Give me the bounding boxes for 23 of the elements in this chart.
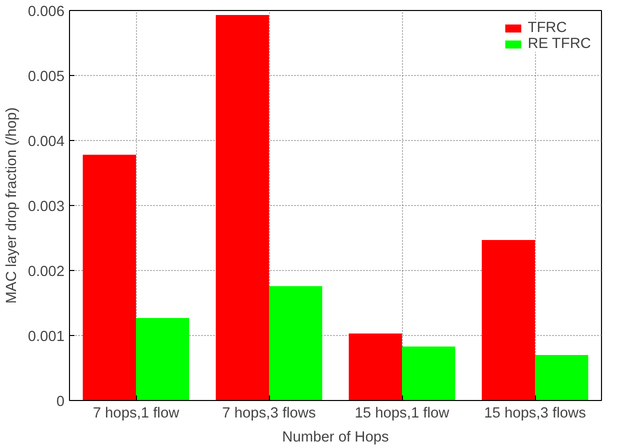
bar — [482, 240, 535, 400]
x-tick-label: 15 hops,3 flows — [484, 406, 586, 422]
x-tick-label: 15 hops,1 flow — [354, 406, 450, 422]
y-tick-label: 0 — [56, 394, 65, 410]
y-tick-label: 0.003 — [28, 199, 65, 215]
x-tick-label: 7 hops,1 flow — [92, 406, 180, 422]
legend-label: RE TFRC — [528, 36, 591, 52]
x-tick-label: 7 hops,3 flows — [222, 406, 316, 422]
bar — [136, 318, 190, 400]
legend-label: TFRC — [528, 20, 567, 36]
y-tick-label: 0.004 — [28, 134, 65, 150]
bar — [348, 334, 402, 400]
y-tick-label: 0.001 — [28, 329, 65, 345]
bar — [216, 15, 269, 400]
y-tick-label: 0.005 — [28, 69, 65, 85]
bar — [402, 346, 456, 400]
bar — [535, 355, 588, 400]
y-axis-title: MAC layer drop fraction (/hop) — [4, 107, 20, 304]
y-tick-label: 0.002 — [28, 264, 65, 280]
y-tick-label: 0.006 — [28, 4, 65, 20]
bar — [82, 154, 136, 400]
bar — [269, 286, 322, 400]
x-axis-title: Number of Hops — [282, 430, 389, 446]
